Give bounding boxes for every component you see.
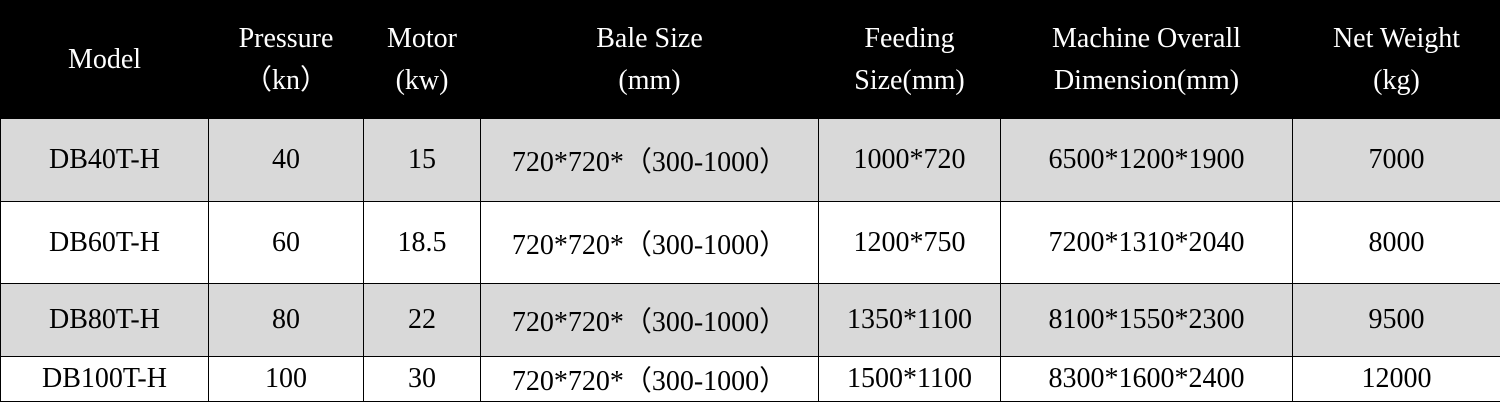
- table-cell: 22: [363, 283, 481, 357]
- table-cell: 1000*720: [818, 118, 1001, 202]
- table-cell: DB40T-H: [0, 118, 209, 202]
- header-text: Size(mm): [854, 64, 965, 96]
- table-cell: 1500*1100: [818, 356, 1001, 402]
- header-row: Model Pressure （kn） Motor (kw) Bale Size (mm) F…: [0, 0, 1500, 119]
- header-cell: Bale Size (mm): [480, 0, 819, 119]
- table-cell: 30: [363, 356, 481, 402]
- table-row: DB100T-H 100 30 720*720*（300-1000） 1500*1100…: [0, 356, 1500, 402]
- table-row: DB60T-H 60 18.5 720*720*（300-1000） 1200*750 7…: [0, 201, 1500, 284]
- table-cell: DB80T-H: [0, 283, 209, 357]
- table-row: DB40T-H 40 15 720*720*（300-1000） 1000*720 650…: [0, 118, 1500, 202]
- header-text: （kn）: [243, 64, 328, 96]
- table-cell: 7200*1310*2040: [1000, 201, 1293, 284]
- header-cell: Motor (kw): [363, 0, 481, 119]
- header-text: Dimension(mm): [1053, 64, 1240, 96]
- header-cell: Machine Overall Dimension(mm): [1000, 0, 1293, 119]
- header-cell: Model: [0, 0, 209, 119]
- table-cell: 15: [363, 118, 481, 202]
- header-text: (mm): [618, 64, 681, 96]
- header-text: Pressure: [238, 22, 334, 54]
- header-text: Bale Size: [596, 22, 703, 54]
- table-cell: 720*720*（300-1000）: [480, 201, 819, 284]
- table-cell: 60: [208, 201, 364, 284]
- table-body: DB40T-H 40 15 720*720*（300-1000） 1000*720 650…: [0, 118, 1500, 402]
- header-text: Feeding: [864, 22, 955, 54]
- header-text: Motor: [387, 22, 457, 54]
- table-cell: 8000: [1292, 201, 1500, 284]
- table-cell: 720*720*（300-1000）: [480, 356, 819, 402]
- header-cell: Pressure （kn）: [208, 0, 364, 119]
- table-cell: 40: [208, 118, 364, 202]
- table-cell: 1200*750: [818, 201, 1001, 284]
- header-text: Net Weight: [1332, 22, 1461, 54]
- table-cell: 12000: [1292, 356, 1500, 402]
- table-cell: 720*720*（300-1000）: [480, 283, 819, 357]
- header-cell: Feeding Size(mm): [818, 0, 1001, 119]
- table-cell: DB60T-H: [0, 201, 209, 284]
- header-cell: Net Weight (kg): [1292, 0, 1500, 119]
- table-cell: DB100T-H: [0, 356, 209, 402]
- table-cell: 1350*1100: [818, 283, 1001, 357]
- header-text: Machine Overall: [1052, 22, 1241, 54]
- table-cell: 7000: [1292, 118, 1500, 202]
- table-cell: 9500: [1292, 283, 1500, 357]
- table-cell: 80: [208, 283, 364, 357]
- table-cell: 720*720*（300-1000）: [480, 118, 819, 202]
- header-text: (kw): [395, 64, 449, 96]
- table-cell: 8300*1600*2400: [1000, 356, 1293, 402]
- table-cell: 8100*1550*2300: [1000, 283, 1293, 357]
- table-cell: 100: [208, 356, 364, 402]
- header-text: (kg): [1373, 64, 1420, 96]
- table-row: DB80T-H 80 22 720*720*（300-1000） 1350*1100 81…: [0, 283, 1500, 357]
- header-text: Model: [67, 43, 142, 75]
- table-cell: 6500*1200*1900: [1000, 118, 1293, 202]
- table-cell: 18.5: [363, 201, 481, 284]
